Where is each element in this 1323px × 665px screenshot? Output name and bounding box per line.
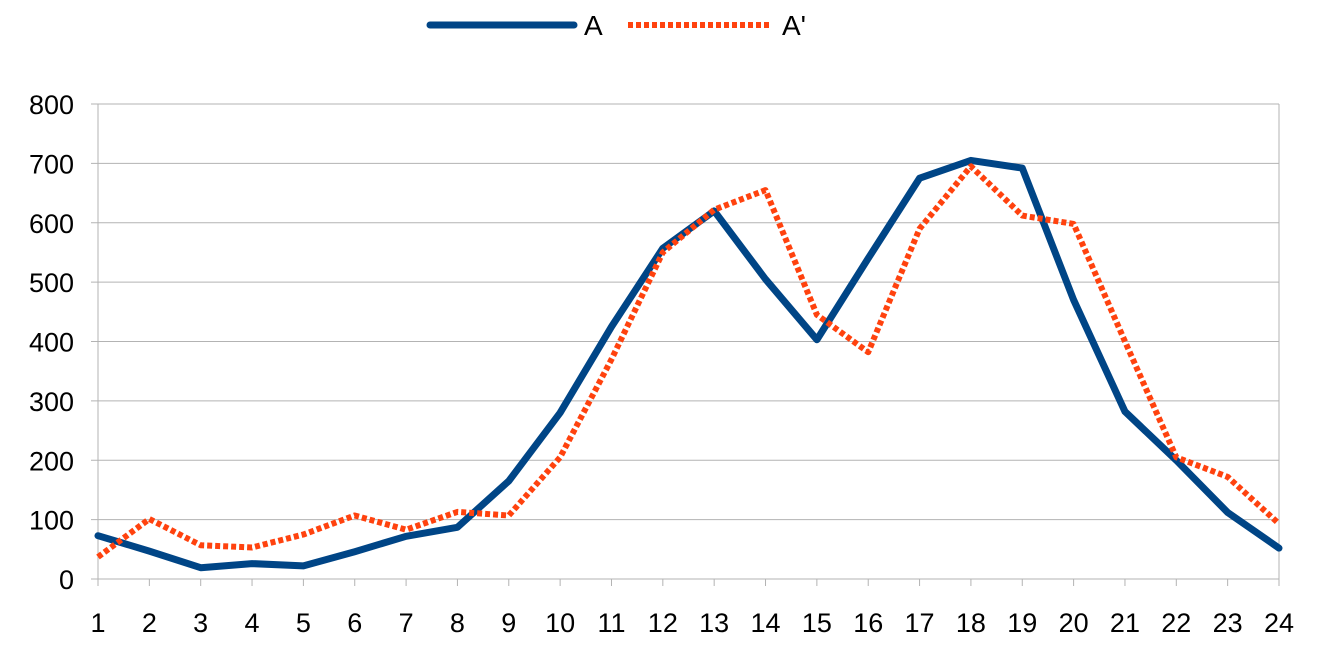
x-tick-label: 2 bbox=[142, 608, 157, 638]
x-tick-label: 16 bbox=[853, 608, 883, 638]
legend: A A' bbox=[426, 10, 806, 41]
y-tick-label: 600 bbox=[29, 209, 74, 239]
x-tick-label: 14 bbox=[750, 608, 780, 638]
legend-item-2: A' bbox=[628, 10, 806, 41]
y-tick-label: 200 bbox=[29, 446, 74, 476]
x-tick-label: 4 bbox=[245, 608, 260, 638]
x-tick-label: 21 bbox=[1110, 608, 1140, 638]
gridlines bbox=[98, 103, 1279, 521]
x-tick-label: 13 bbox=[699, 608, 729, 638]
x-tick-label: 11 bbox=[597, 608, 625, 638]
x-tick-label: 22 bbox=[1161, 608, 1191, 638]
y-tick-label: 400 bbox=[29, 328, 74, 358]
y-tick-label: 0 bbox=[59, 565, 74, 595]
series-line bbox=[94, 156, 1283, 572]
x-tick-label: 12 bbox=[648, 608, 678, 638]
y-tick-label: 500 bbox=[29, 268, 74, 298]
x-tick-label: 17 bbox=[905, 608, 935, 638]
x-tick-label: 9 bbox=[501, 608, 516, 638]
y-tick-label: 300 bbox=[29, 387, 74, 417]
series-lines bbox=[94, 156, 1283, 572]
x-tick-label: 1 bbox=[90, 608, 105, 638]
x-tick-label: 24 bbox=[1264, 608, 1294, 638]
x-tick-label: 10 bbox=[545, 608, 575, 638]
series-2 bbox=[96, 163, 1282, 560]
x-tick-label: 20 bbox=[1059, 608, 1089, 638]
y-tick-label: 700 bbox=[29, 149, 74, 179]
legend-label: A' bbox=[782, 10, 806, 41]
x-tick-label: 23 bbox=[1213, 608, 1243, 638]
x-tick-label: 3 bbox=[193, 608, 208, 638]
x-tick-label: 5 bbox=[296, 608, 311, 638]
series-line bbox=[96, 163, 1282, 560]
x-tick-label: 7 bbox=[399, 608, 414, 638]
y-tick-label: 100 bbox=[29, 506, 74, 536]
y-tick-label: 800 bbox=[29, 90, 74, 120]
x-tick-label: 8 bbox=[450, 608, 465, 638]
x-tick-label: 15 bbox=[802, 608, 832, 638]
legend-item-1: A bbox=[426, 10, 603, 41]
x-tick-label: 19 bbox=[1007, 608, 1037, 638]
x-tick-label: 6 bbox=[347, 608, 362, 638]
x-tick-label: 18 bbox=[956, 608, 986, 638]
legend-label: A bbox=[584, 10, 603, 41]
series-1 bbox=[94, 156, 1283, 572]
